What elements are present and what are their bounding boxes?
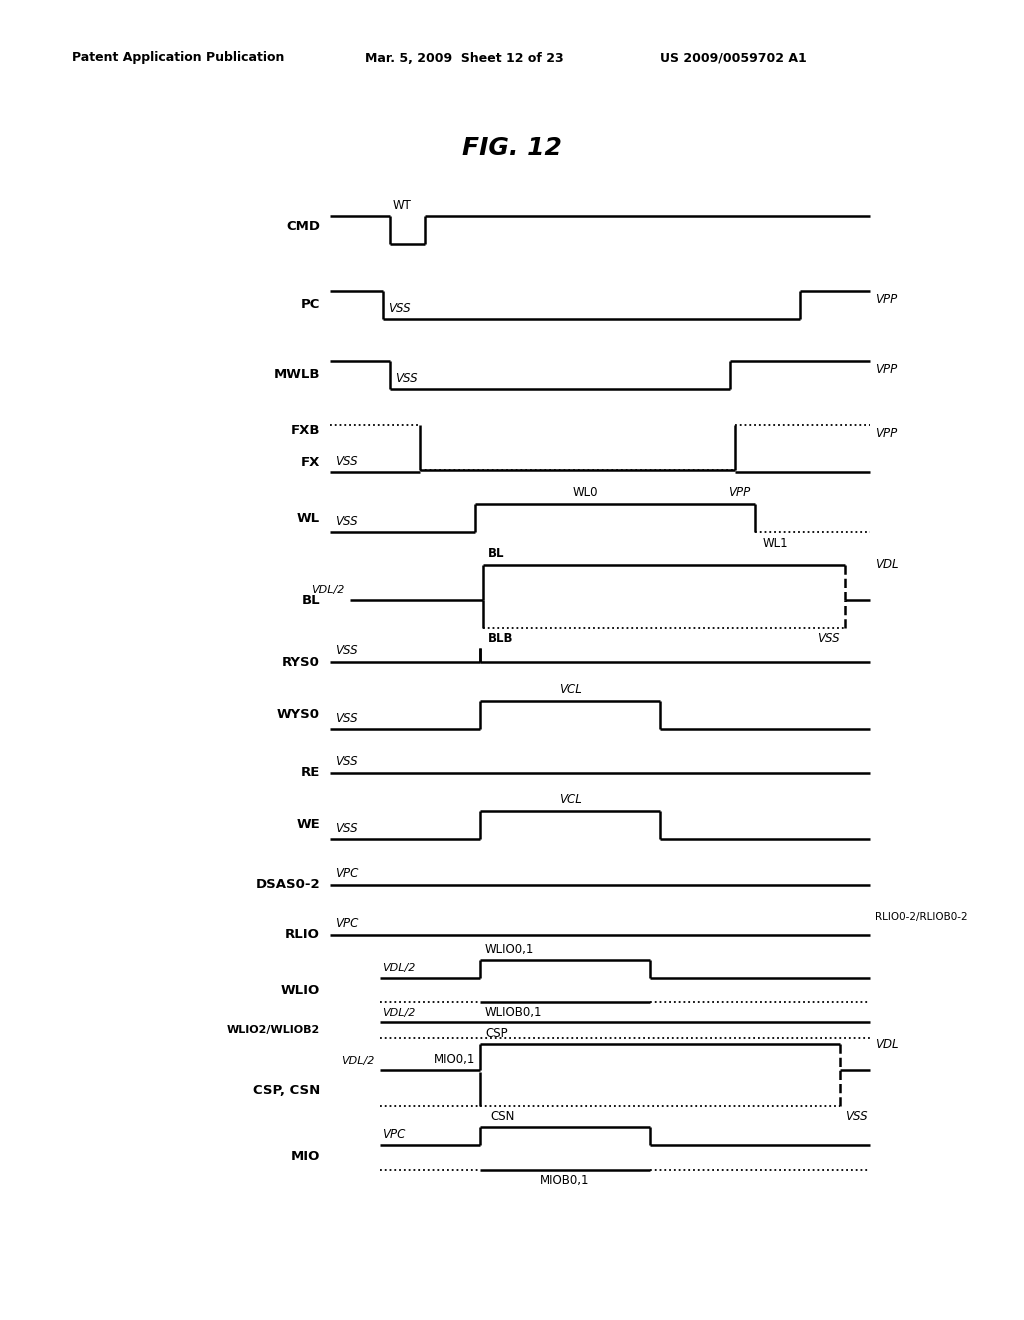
Text: MIO: MIO bbox=[291, 1151, 319, 1163]
Text: Mar. 5, 2009  Sheet 12 of 23: Mar. 5, 2009 Sheet 12 of 23 bbox=[365, 51, 563, 65]
Text: VDL/2: VDL/2 bbox=[311, 585, 345, 595]
Text: VCL: VCL bbox=[559, 682, 582, 696]
Text: FX: FX bbox=[301, 455, 319, 469]
Text: DSAS0-2: DSAS0-2 bbox=[255, 879, 319, 891]
Text: WL1: WL1 bbox=[763, 537, 788, 550]
Text: WLIO0,1: WLIO0,1 bbox=[485, 942, 535, 956]
Text: VPC: VPC bbox=[335, 917, 358, 931]
Text: WLIO2/WLIOB2: WLIO2/WLIOB2 bbox=[226, 1026, 319, 1035]
Text: VPP: VPP bbox=[874, 426, 897, 440]
Text: VSS: VSS bbox=[335, 711, 357, 725]
Text: CSN: CSN bbox=[490, 1110, 514, 1123]
Text: BLB: BLB bbox=[488, 632, 513, 645]
Text: WYS0: WYS0 bbox=[278, 709, 319, 722]
Text: VPP: VPP bbox=[874, 363, 897, 376]
Text: RYS0: RYS0 bbox=[283, 656, 319, 668]
Text: VSS: VSS bbox=[817, 632, 840, 645]
Text: VPC: VPC bbox=[382, 1129, 406, 1140]
Text: VDL/2: VDL/2 bbox=[382, 964, 416, 973]
Text: WLIOB0,1: WLIOB0,1 bbox=[485, 1006, 543, 1019]
Text: MIOB0,1: MIOB0,1 bbox=[541, 1173, 590, 1187]
Text: VSS: VSS bbox=[335, 822, 357, 836]
Text: VSS: VSS bbox=[335, 515, 357, 528]
Text: RE: RE bbox=[301, 767, 319, 780]
Text: RLIO: RLIO bbox=[285, 928, 319, 941]
Text: WL0: WL0 bbox=[572, 486, 598, 499]
Text: VPP: VPP bbox=[874, 293, 897, 306]
Text: VDL: VDL bbox=[874, 558, 898, 572]
Text: VDL/2: VDL/2 bbox=[382, 1008, 416, 1018]
Text: VSS: VSS bbox=[335, 755, 357, 768]
Text: BL: BL bbox=[301, 594, 319, 606]
Text: VCL: VCL bbox=[559, 793, 582, 807]
Text: VSS: VSS bbox=[845, 1110, 867, 1123]
Text: MWLB: MWLB bbox=[273, 368, 319, 381]
Text: VPC: VPC bbox=[335, 867, 358, 880]
Text: CSP: CSP bbox=[485, 1027, 508, 1040]
Text: FIG. 12: FIG. 12 bbox=[462, 136, 562, 160]
Text: VDL: VDL bbox=[874, 1038, 898, 1051]
Text: VSS: VSS bbox=[395, 372, 418, 385]
Text: Patent Application Publication: Patent Application Publication bbox=[72, 51, 285, 65]
Text: MIO0,1: MIO0,1 bbox=[433, 1053, 475, 1067]
Text: WE: WE bbox=[296, 818, 319, 832]
Text: PC: PC bbox=[301, 298, 319, 312]
Text: RLIO0-2/RLIOB0-2: RLIO0-2/RLIOB0-2 bbox=[874, 912, 968, 921]
Text: US 2009/0059702 A1: US 2009/0059702 A1 bbox=[660, 51, 807, 65]
Text: FXB: FXB bbox=[291, 425, 319, 437]
Text: CSP, CSN: CSP, CSN bbox=[253, 1084, 319, 1097]
Text: VDL/2: VDL/2 bbox=[342, 1056, 375, 1067]
Text: VSS: VSS bbox=[335, 644, 357, 657]
Text: WL: WL bbox=[297, 511, 319, 524]
Text: BL: BL bbox=[488, 546, 505, 560]
Text: VPP: VPP bbox=[728, 486, 750, 499]
Text: CMD: CMD bbox=[286, 219, 319, 232]
Text: VSS: VSS bbox=[388, 302, 411, 315]
Text: WT: WT bbox=[393, 199, 412, 213]
Text: VSS: VSS bbox=[335, 455, 357, 469]
Text: WLIO: WLIO bbox=[281, 983, 319, 997]
